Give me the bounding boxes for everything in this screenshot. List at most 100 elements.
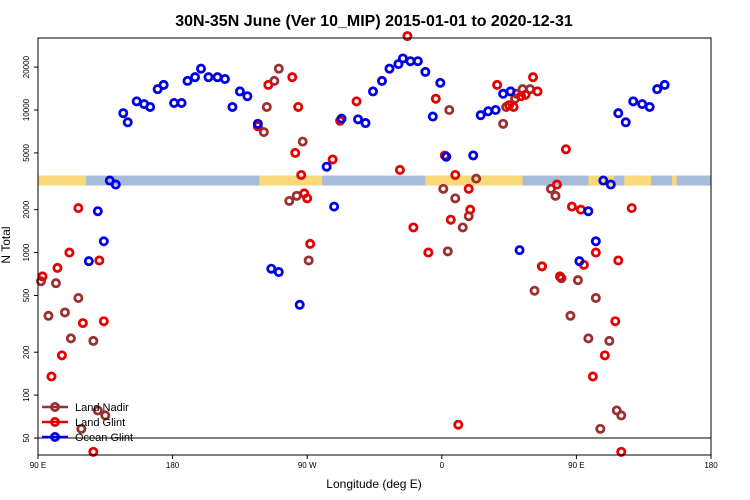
data-point — [263, 79, 274, 90]
data-point — [598, 175, 609, 186]
data-point — [182, 75, 193, 86]
data-point — [572, 275, 583, 286]
data-point — [297, 136, 308, 147]
data-point — [430, 93, 441, 104]
data-point — [427, 111, 438, 122]
data-point — [450, 193, 461, 204]
data-point — [76, 423, 87, 434]
data-point — [457, 222, 468, 233]
data-point — [258, 127, 269, 138]
data-point — [43, 310, 54, 321]
data-point — [565, 310, 576, 321]
y-tick-label: 20000 — [22, 55, 31, 78]
data-point — [551, 179, 562, 190]
data-point — [376, 75, 387, 86]
data-point — [88, 335, 99, 346]
series-ocean-glint — [83, 53, 670, 310]
chart-title: 30N-35N June (Ver 10_MIP) 2015-01-01 to … — [175, 13, 573, 30]
legend-label: Land Glint — [75, 417, 125, 429]
data-point — [77, 318, 88, 329]
x-tick-label: 90 W — [298, 461, 317, 470]
data-point — [50, 278, 61, 289]
data-point — [46, 371, 57, 382]
data-point — [290, 147, 301, 158]
legend-label: Ocean Glint — [75, 432, 133, 444]
data-point — [158, 79, 169, 90]
legend-marker — [50, 401, 61, 412]
data-point — [196, 63, 207, 74]
land-segment — [672, 175, 677, 186]
data-point — [587, 371, 598, 382]
data-point — [610, 316, 621, 327]
data-point — [73, 292, 84, 303]
y-tick-label: 2000 — [22, 200, 31, 218]
data-point — [529, 285, 540, 296]
data-point — [554, 271, 565, 282]
data-point — [616, 446, 627, 457]
legend-marker — [50, 416, 61, 427]
data-point — [628, 96, 639, 107]
data-point — [468, 150, 479, 161]
y-axis-label: N Total — [0, 226, 13, 263]
data-point — [353, 114, 364, 125]
data-point — [98, 316, 109, 327]
data-point — [505, 86, 516, 97]
y-tick-label: 100 — [22, 388, 31, 402]
data-point — [441, 151, 452, 162]
data-point — [599, 350, 610, 361]
land-segment — [259, 175, 323, 186]
data-point — [604, 335, 615, 346]
data-point — [423, 247, 434, 258]
data-point — [450, 169, 461, 180]
data-point — [626, 203, 637, 214]
data-point — [219, 74, 230, 85]
data-point — [83, 256, 94, 267]
data-point — [294, 299, 305, 310]
data-point — [351, 96, 362, 107]
data-point — [321, 161, 332, 172]
data-point — [145, 101, 156, 112]
data-point — [252, 118, 263, 129]
x-tick-label: 90 E — [30, 461, 46, 470]
data-point — [537, 261, 548, 272]
data-point — [327, 154, 338, 165]
data-point — [465, 204, 476, 215]
data-point — [92, 405, 103, 416]
data-point — [336, 113, 347, 124]
data-point — [305, 238, 316, 249]
ocean-band — [38, 175, 711, 186]
data-point — [329, 201, 340, 212]
plot-frame — [37, 37, 712, 456]
data-point — [35, 276, 46, 287]
data-point — [110, 179, 121, 190]
data-point — [444, 105, 455, 116]
data-point — [296, 169, 307, 180]
y-tick-label: 50 — [22, 433, 31, 442]
x-tick-label: 0 — [440, 461, 445, 470]
data-point — [273, 267, 284, 278]
data-point — [438, 183, 449, 194]
data-point — [520, 89, 531, 100]
data-point — [595, 423, 606, 434]
y-tick-label: 200 — [22, 345, 31, 359]
data-point — [644, 101, 655, 112]
data-point — [212, 72, 223, 83]
data-point — [92, 206, 103, 217]
data-point — [616, 410, 627, 421]
data-point — [122, 117, 133, 128]
data-point — [463, 183, 474, 194]
data-point — [203, 72, 214, 83]
data-point — [360, 118, 371, 129]
x-tick-label: 180 — [704, 461, 718, 470]
data-point — [266, 263, 277, 274]
data-point — [471, 173, 482, 184]
data-point — [176, 97, 187, 108]
data-point — [190, 72, 201, 83]
data-point — [498, 118, 509, 129]
data-point — [98, 236, 109, 247]
data-point — [394, 164, 405, 175]
data-point — [566, 201, 577, 212]
data-point — [302, 193, 313, 204]
data-point — [94, 255, 105, 266]
